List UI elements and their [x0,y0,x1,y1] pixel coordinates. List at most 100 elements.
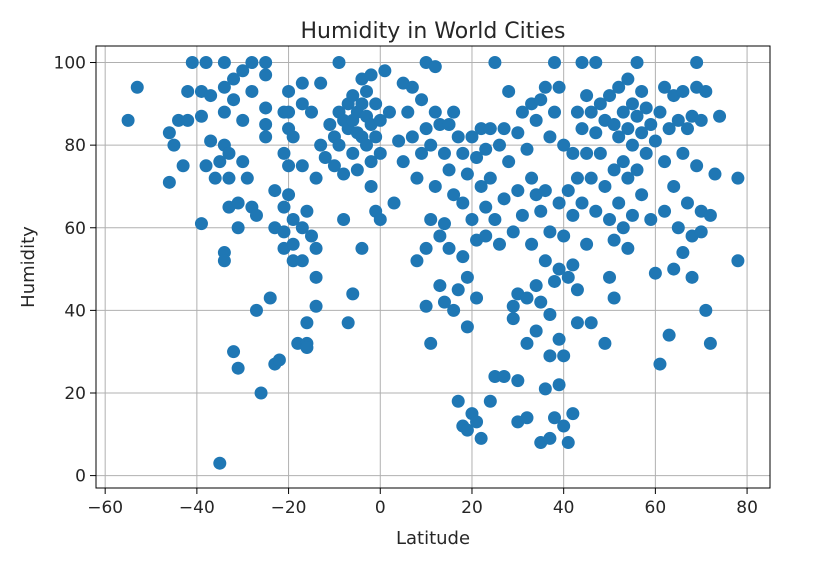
scatter-point [497,122,511,136]
scatter-point [603,270,617,284]
scatter-point [470,291,484,305]
scatter-point [653,357,667,371]
scatter-point [286,212,300,226]
scatter-point [470,151,484,165]
scatter-point [204,134,218,148]
scatter-point [387,196,401,210]
scatter-point [488,212,502,226]
scatter-point [676,246,690,260]
scatter-point [355,241,369,255]
scatter-point [639,146,653,160]
scatter-point [364,155,378,169]
scatter-point [286,237,300,251]
scatter-point [603,212,617,226]
scatter-point [520,336,534,350]
scatter-point [185,56,199,70]
scatter-point [548,274,562,288]
scatter-point [415,146,429,160]
scatter-point [346,146,360,160]
scatter-point [680,196,694,210]
scatter-point [621,241,635,255]
scatter-point [552,378,566,392]
scatter-point [648,134,662,148]
x-tick-label: 60 [645,498,667,518]
scatter-point [208,171,222,185]
scatter-point [534,295,548,309]
scatter-point [566,208,580,222]
scatter-point [245,84,259,98]
scatter-point [369,130,383,144]
scatter-point [529,279,543,293]
scatter-point [295,159,309,173]
scatter-point [731,254,745,268]
scatter-point [607,117,621,131]
scatter-point [479,200,493,214]
scatter-point [543,225,557,239]
scatter-point [598,336,612,350]
scatter-point [309,241,323,255]
scatter-point [451,130,465,144]
scatter-point [373,113,387,127]
scatter-point [511,184,525,198]
scatter-point [318,151,332,165]
scatter-point [259,117,273,131]
scatter-point [538,80,552,94]
scatter-point [662,122,676,136]
scatter-point [323,117,337,131]
scatter-point [277,200,291,214]
scatter-point [364,68,378,82]
scatter-point [282,84,296,98]
scatter-point [708,167,722,181]
scatter-point [231,361,245,375]
scatter-point [676,146,690,160]
x-tick-label: −40 [179,498,215,518]
scatter-point [570,283,584,297]
scatter-point [575,122,589,136]
scatter-point [447,188,461,202]
scatter-point [415,93,429,107]
scatter-point [346,287,360,301]
scatter-point [437,217,451,231]
scatter-point [373,146,387,160]
x-axis-label: Latitude [396,528,470,549]
scatter-point [300,204,314,218]
scatter-point [690,159,704,173]
scatter-point [460,167,474,181]
scatter-point [451,394,465,408]
scatter-point [694,225,708,239]
scatter-point [222,171,236,185]
scatter-point [525,171,539,185]
scatter-point [332,56,346,70]
scatter-point [199,56,213,70]
scatter-point [249,208,263,222]
scatter-point [534,93,548,107]
scatter-point [497,192,511,206]
scatter-point [447,105,461,119]
scatter-point [227,345,241,359]
scatter-point [699,303,713,317]
scatter-point [194,217,208,231]
scatter-point [690,56,704,70]
scatter-point [607,163,621,177]
scatter-point [671,113,685,127]
scatter-point [566,407,580,421]
scatter-point [337,212,351,226]
scatter-point [121,113,135,127]
scatter-point [625,138,639,152]
scatter-point [437,146,451,160]
scatter-point [612,196,626,210]
scatter-point [566,146,580,160]
x-tick-label: 40 [553,498,575,518]
scatter-point [616,155,630,169]
scatter-point [277,225,291,239]
scatter-point [648,266,662,280]
scatter-point [561,436,575,450]
scatter-point [589,126,603,140]
scatter-point [236,155,250,169]
scatter-point [548,56,562,70]
scatter-point [603,89,617,103]
scatter-point [671,221,685,235]
scatter-point [442,241,456,255]
scatter-point [314,138,328,152]
